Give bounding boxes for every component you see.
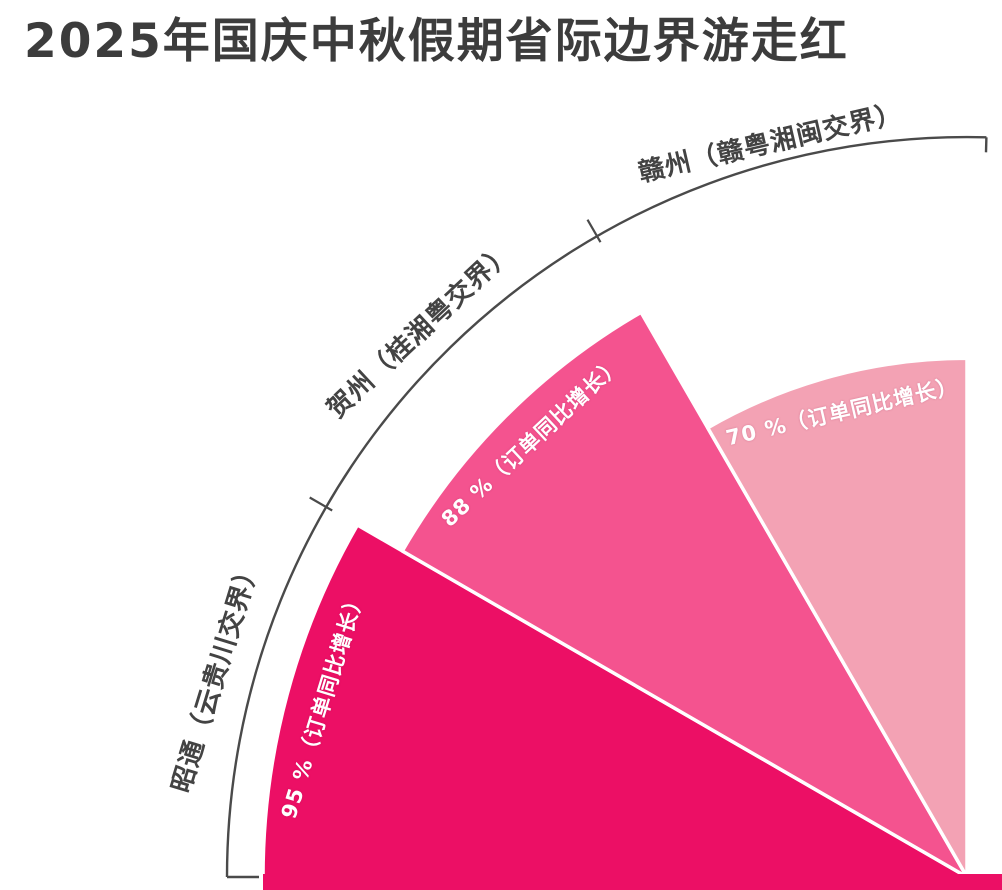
axis-tick-150 bbox=[309, 496, 333, 512]
sector-ganzhou bbox=[705, 356, 969, 879]
chart-title: 2025年国庆中秋假期省际边界游走红 bbox=[24, 14, 849, 69]
sector-zhaotong bbox=[261, 523, 969, 879]
axis-tick-120 bbox=[586, 219, 602, 243]
sector-hezhou bbox=[400, 310, 969, 879]
baseline-band bbox=[263, 874, 1002, 890]
radial-axis-arc bbox=[225, 135, 987, 878]
